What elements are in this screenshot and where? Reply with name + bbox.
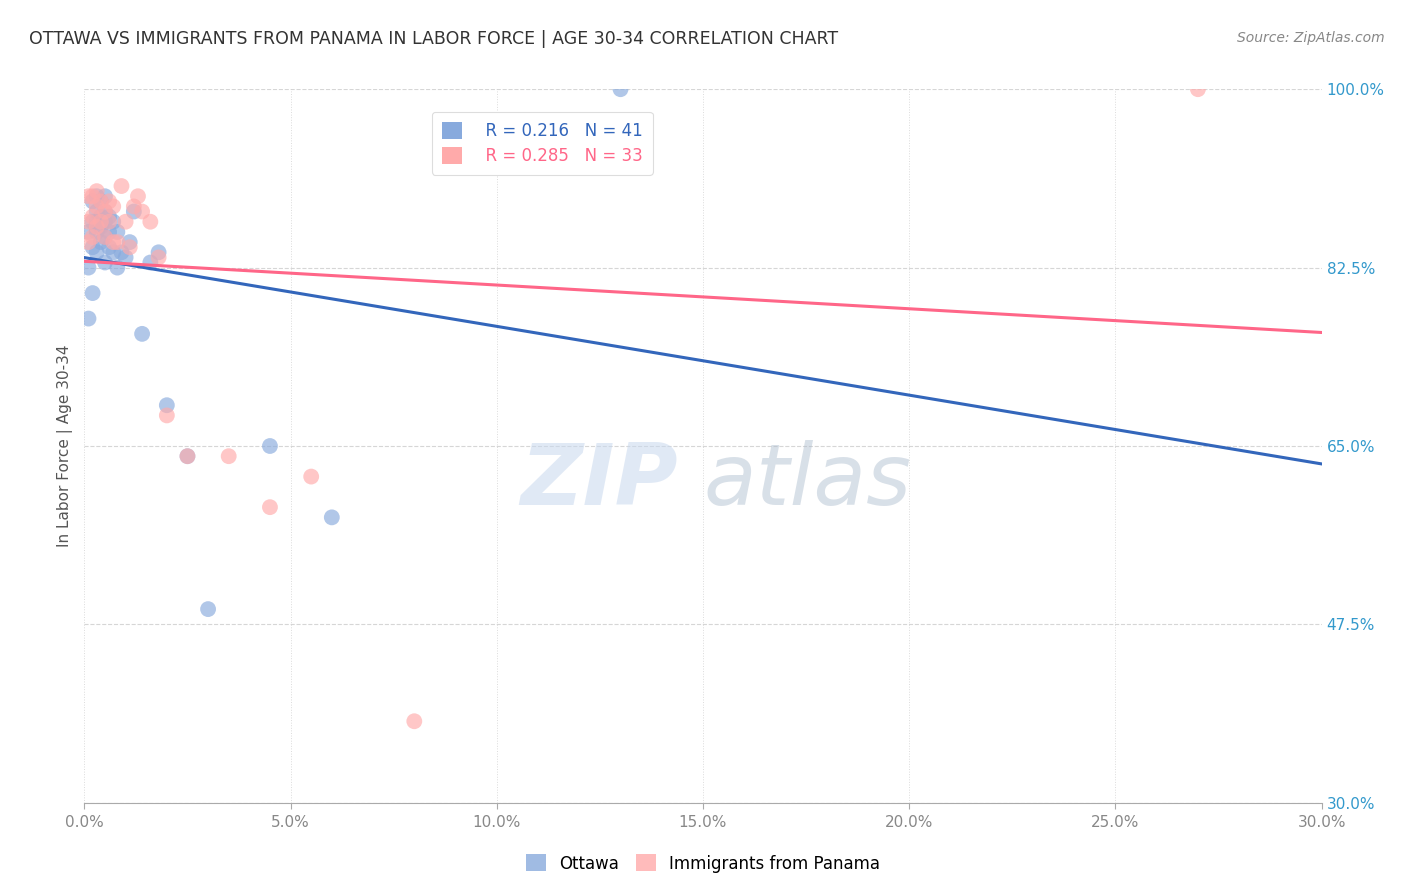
Point xyxy=(156,398,179,412)
Point xyxy=(105,235,128,249)
Point xyxy=(86,219,108,234)
Point xyxy=(156,409,179,423)
Legend:   R = 0.216   N = 41,   R = 0.285   N = 33: R = 0.216 N = 41, R = 0.285 N = 33 xyxy=(432,112,652,175)
Point xyxy=(148,251,170,265)
Point xyxy=(82,230,104,244)
Point xyxy=(197,602,219,616)
Point xyxy=(98,215,121,229)
Point xyxy=(118,235,141,249)
Point xyxy=(131,326,153,341)
Point xyxy=(90,235,112,249)
Point xyxy=(139,255,162,269)
Point xyxy=(131,204,153,219)
Point xyxy=(86,189,108,203)
Point xyxy=(110,179,132,194)
Point xyxy=(82,210,104,224)
Point xyxy=(127,189,149,203)
Point xyxy=(176,449,198,463)
Point xyxy=(114,251,136,265)
Point xyxy=(86,215,108,229)
Text: OTTAWA VS IMMIGRANTS FROM PANAMA IN LABOR FORCE | AGE 30-34 CORRELATION CHART: OTTAWA VS IMMIGRANTS FROM PANAMA IN LABO… xyxy=(28,30,838,48)
Point xyxy=(86,184,108,198)
Point xyxy=(259,439,281,453)
Point xyxy=(218,449,240,463)
Point xyxy=(77,311,100,326)
Point xyxy=(86,204,108,219)
Point xyxy=(86,245,108,260)
Text: atlas: atlas xyxy=(703,440,911,524)
Point xyxy=(94,255,117,269)
Point xyxy=(94,230,117,244)
Point xyxy=(90,210,112,224)
Point xyxy=(77,235,100,249)
Point xyxy=(94,230,117,244)
Point xyxy=(103,199,125,213)
Point xyxy=(114,215,136,229)
Point xyxy=(110,245,132,260)
Point xyxy=(139,215,162,229)
Point xyxy=(122,204,145,219)
Point xyxy=(176,449,198,463)
Point xyxy=(77,260,100,275)
Point xyxy=(609,82,631,96)
Point xyxy=(90,194,112,209)
Point xyxy=(103,245,125,260)
Point xyxy=(98,225,121,239)
Point xyxy=(82,194,104,209)
Point xyxy=(82,189,104,203)
Text: ZIP: ZIP xyxy=(520,440,678,524)
Point xyxy=(98,240,121,254)
Point xyxy=(94,204,117,219)
Point xyxy=(1187,82,1209,96)
Point xyxy=(77,215,100,229)
Point xyxy=(94,189,117,203)
Point xyxy=(90,219,112,234)
Point xyxy=(118,240,141,254)
Point xyxy=(82,240,104,254)
Point xyxy=(103,235,125,249)
Point xyxy=(105,225,128,239)
Point xyxy=(94,204,117,219)
Point xyxy=(82,286,104,301)
Point xyxy=(82,215,104,229)
Point xyxy=(90,194,112,209)
Point xyxy=(86,225,108,239)
Point xyxy=(90,215,112,229)
Point xyxy=(77,189,100,203)
Point xyxy=(98,194,121,209)
Point xyxy=(103,215,125,229)
Point xyxy=(321,510,343,524)
Point xyxy=(98,210,121,224)
Point xyxy=(148,245,170,260)
Point xyxy=(77,225,100,239)
Point xyxy=(105,260,128,275)
Point xyxy=(259,500,281,515)
Point xyxy=(404,714,426,729)
Legend: Ottawa, Immigrants from Panama: Ottawa, Immigrants from Panama xyxy=(519,847,887,880)
Text: Source: ZipAtlas.com: Source: ZipAtlas.com xyxy=(1237,31,1385,45)
Point xyxy=(299,469,322,483)
Point xyxy=(86,199,108,213)
Point xyxy=(94,215,117,229)
Point xyxy=(122,199,145,213)
Y-axis label: In Labor Force | Age 30-34: In Labor Force | Age 30-34 xyxy=(58,344,73,548)
